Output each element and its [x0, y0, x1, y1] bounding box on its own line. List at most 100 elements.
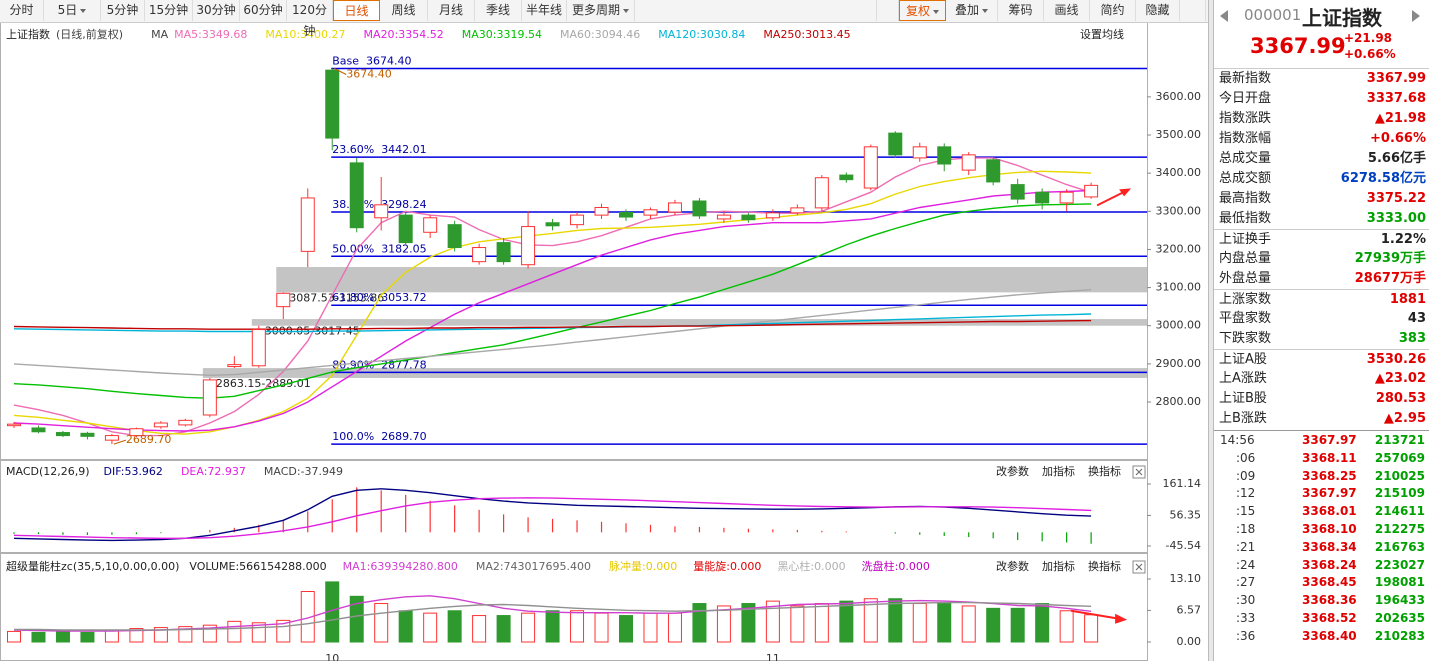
- tool-button[interactable]: 简约: [1090, 0, 1136, 21]
- fib-value: 3674.40: [366, 54, 412, 67]
- tick-price: 3368.11: [1302, 450, 1357, 465]
- period-tab[interactable]: 分时: [0, 0, 44, 21]
- tick-time: :27: [1236, 575, 1256, 590]
- period-tab[interactable]: 更多周期: [567, 0, 635, 21]
- period-label: 60分钟: [243, 3, 283, 17]
- volume-bar: [643, 612, 658, 643]
- legend-text: MA20:3354.52: [364, 28, 444, 41]
- panel-button[interactable]: 换指标: [1088, 559, 1121, 573]
- divider: [1214, 430, 1429, 431]
- tick-row: :15 3368.01 214611: [1214, 503, 1429, 520]
- zoom-in-button[interactable]: [855, 0, 877, 21]
- zoom-out-button[interactable]: [877, 0, 899, 21]
- candle-body: [741, 214, 756, 221]
- panel-button[interactable]: 换指标: [1088, 464, 1121, 478]
- quote-key: 最高指数: [1219, 191, 1272, 206]
- period-tab[interactable]: 120分钟: [287, 0, 333, 38]
- period-tab[interactable]: 30分钟: [193, 0, 240, 21]
- quote-key: 最新指数: [1219, 71, 1272, 86]
- volume-bar: [741, 603, 756, 643]
- candle-body: [765, 212, 780, 219]
- quote-row: 最新指数 3367.99: [1214, 69, 1429, 89]
- period-tab[interactable]: 周线: [380, 0, 428, 21]
- fib-label: Base: [332, 54, 359, 67]
- candle-body: [325, 69, 340, 139]
- tool-label: 隐藏: [1145, 3, 1170, 17]
- y-tick-label: 2800.00: [1156, 395, 1202, 408]
- period-tab[interactable]: 60分钟: [240, 0, 287, 21]
- candle-body: [227, 364, 242, 368]
- candle-body: [276, 292, 291, 308]
- panel-button[interactable]: 加指标: [1042, 464, 1075, 478]
- quote-value: 27939万手: [1354, 251, 1426, 266]
- panel-button[interactable]: 加指标: [1042, 559, 1075, 573]
- quote-row: 上证换手 1.22%: [1214, 229, 1429, 250]
- legend-text: DEA:72.937: [181, 465, 246, 478]
- volume-bar: [398, 610, 413, 643]
- volume-bar: [912, 603, 927, 643]
- tick-volume: 214611: [1374, 504, 1425, 519]
- tool-button[interactable]: 画线: [1044, 0, 1090, 21]
- tool-label: 复权: [905, 4, 930, 18]
- tick-time: :12: [1236, 486, 1256, 501]
- tick-time: :30: [1236, 593, 1256, 608]
- macd-line: [13, 497, 1092, 539]
- candle-body: [790, 207, 805, 214]
- period-tab[interactable]: 月线: [428, 0, 475, 21]
- y-tick-label: 13.10: [1170, 572, 1202, 585]
- legend-text: MACD:-37.949: [264, 465, 343, 478]
- volume-bar: [1059, 610, 1074, 643]
- period-tab[interactable]: 5日: [44, 0, 101, 21]
- candle-body: [888, 132, 903, 156]
- quote-key: 外盘总量: [1219, 271, 1272, 286]
- quote-panel: 000001 上证指数 3367.99 +21.98 +0.66% 最新指数 33…: [1214, 0, 1429, 661]
- period-tab[interactable]: 15分钟: [145, 0, 193, 21]
- period-tab[interactable]: 日线: [333, 0, 380, 21]
- y-tick-label: 3600.00: [1156, 90, 1202, 103]
- volume-bar: [765, 600, 780, 643]
- quote-value: 43: [1407, 311, 1426, 326]
- volume-bar: [863, 598, 878, 643]
- legend-text: MA: [151, 28, 168, 41]
- tick-volume: 213721: [1374, 433, 1425, 447]
- splitter[interactable]: [1208, 0, 1214, 661]
- period-tab[interactable]: 半年线: [522, 0, 567, 21]
- legend-text: (日线,前复权): [56, 27, 123, 41]
- panel-button[interactable]: 改参数: [996, 464, 1029, 478]
- tool-button[interactable]: 复权: [899, 0, 946, 21]
- tick-volume: 257069: [1374, 450, 1425, 465]
- next-button[interactable]: [1412, 10, 1420, 22]
- trend-arrow-head: [1115, 613, 1128, 624]
- gap-label: 3087.53-3153.86: [289, 291, 384, 304]
- legend-text: DIF:53.962: [104, 465, 163, 478]
- trend-arrow-head: [1119, 188, 1132, 197]
- quote-key: 上证B股: [1219, 391, 1267, 406]
- candle-body: [202, 379, 217, 416]
- tick-row: :33 3368.52 202635: [1214, 610, 1429, 627]
- candle-body: [937, 146, 952, 165]
- tick-row: :18 3368.10 212275: [1214, 521, 1429, 538]
- quote-value: 1.22%: [1380, 232, 1426, 247]
- tool-button[interactable]: 隐藏: [1136, 0, 1180, 21]
- close-icon: [1135, 563, 1143, 571]
- fib-value: 3053.72: [381, 291, 427, 304]
- divider: [1214, 68, 1429, 69]
- period-label: 5分钟: [106, 3, 139, 17]
- tool-button[interactable]: 筹码: [998, 0, 1044, 21]
- tick-volume: 210283: [1374, 628, 1425, 643]
- quote-code: 000001: [1244, 6, 1302, 24]
- quote-key: 总成交量: [1219, 151, 1272, 166]
- period-tab[interactable]: 季线: [475, 0, 522, 21]
- ma-line: [13, 170, 1092, 435]
- period-tab[interactable]: 5分钟: [101, 0, 145, 21]
- period-label: 更多周期: [571, 3, 620, 17]
- expand-button[interactable]: [1181, 0, 1206, 21]
- tool-button[interactable]: 叠加: [946, 0, 998, 21]
- quote-row: 内盘总量 27939万手: [1214, 249, 1429, 269]
- candle-body: [912, 146, 927, 159]
- quote-key: 上证A股: [1219, 352, 1267, 367]
- prev-button[interactable]: [1220, 10, 1228, 22]
- tick-price: 3368.25: [1302, 468, 1357, 483]
- panel-button[interactable]: 改参数: [996, 559, 1029, 573]
- settings-button[interactable]: 设置均线: [1080, 27, 1124, 41]
